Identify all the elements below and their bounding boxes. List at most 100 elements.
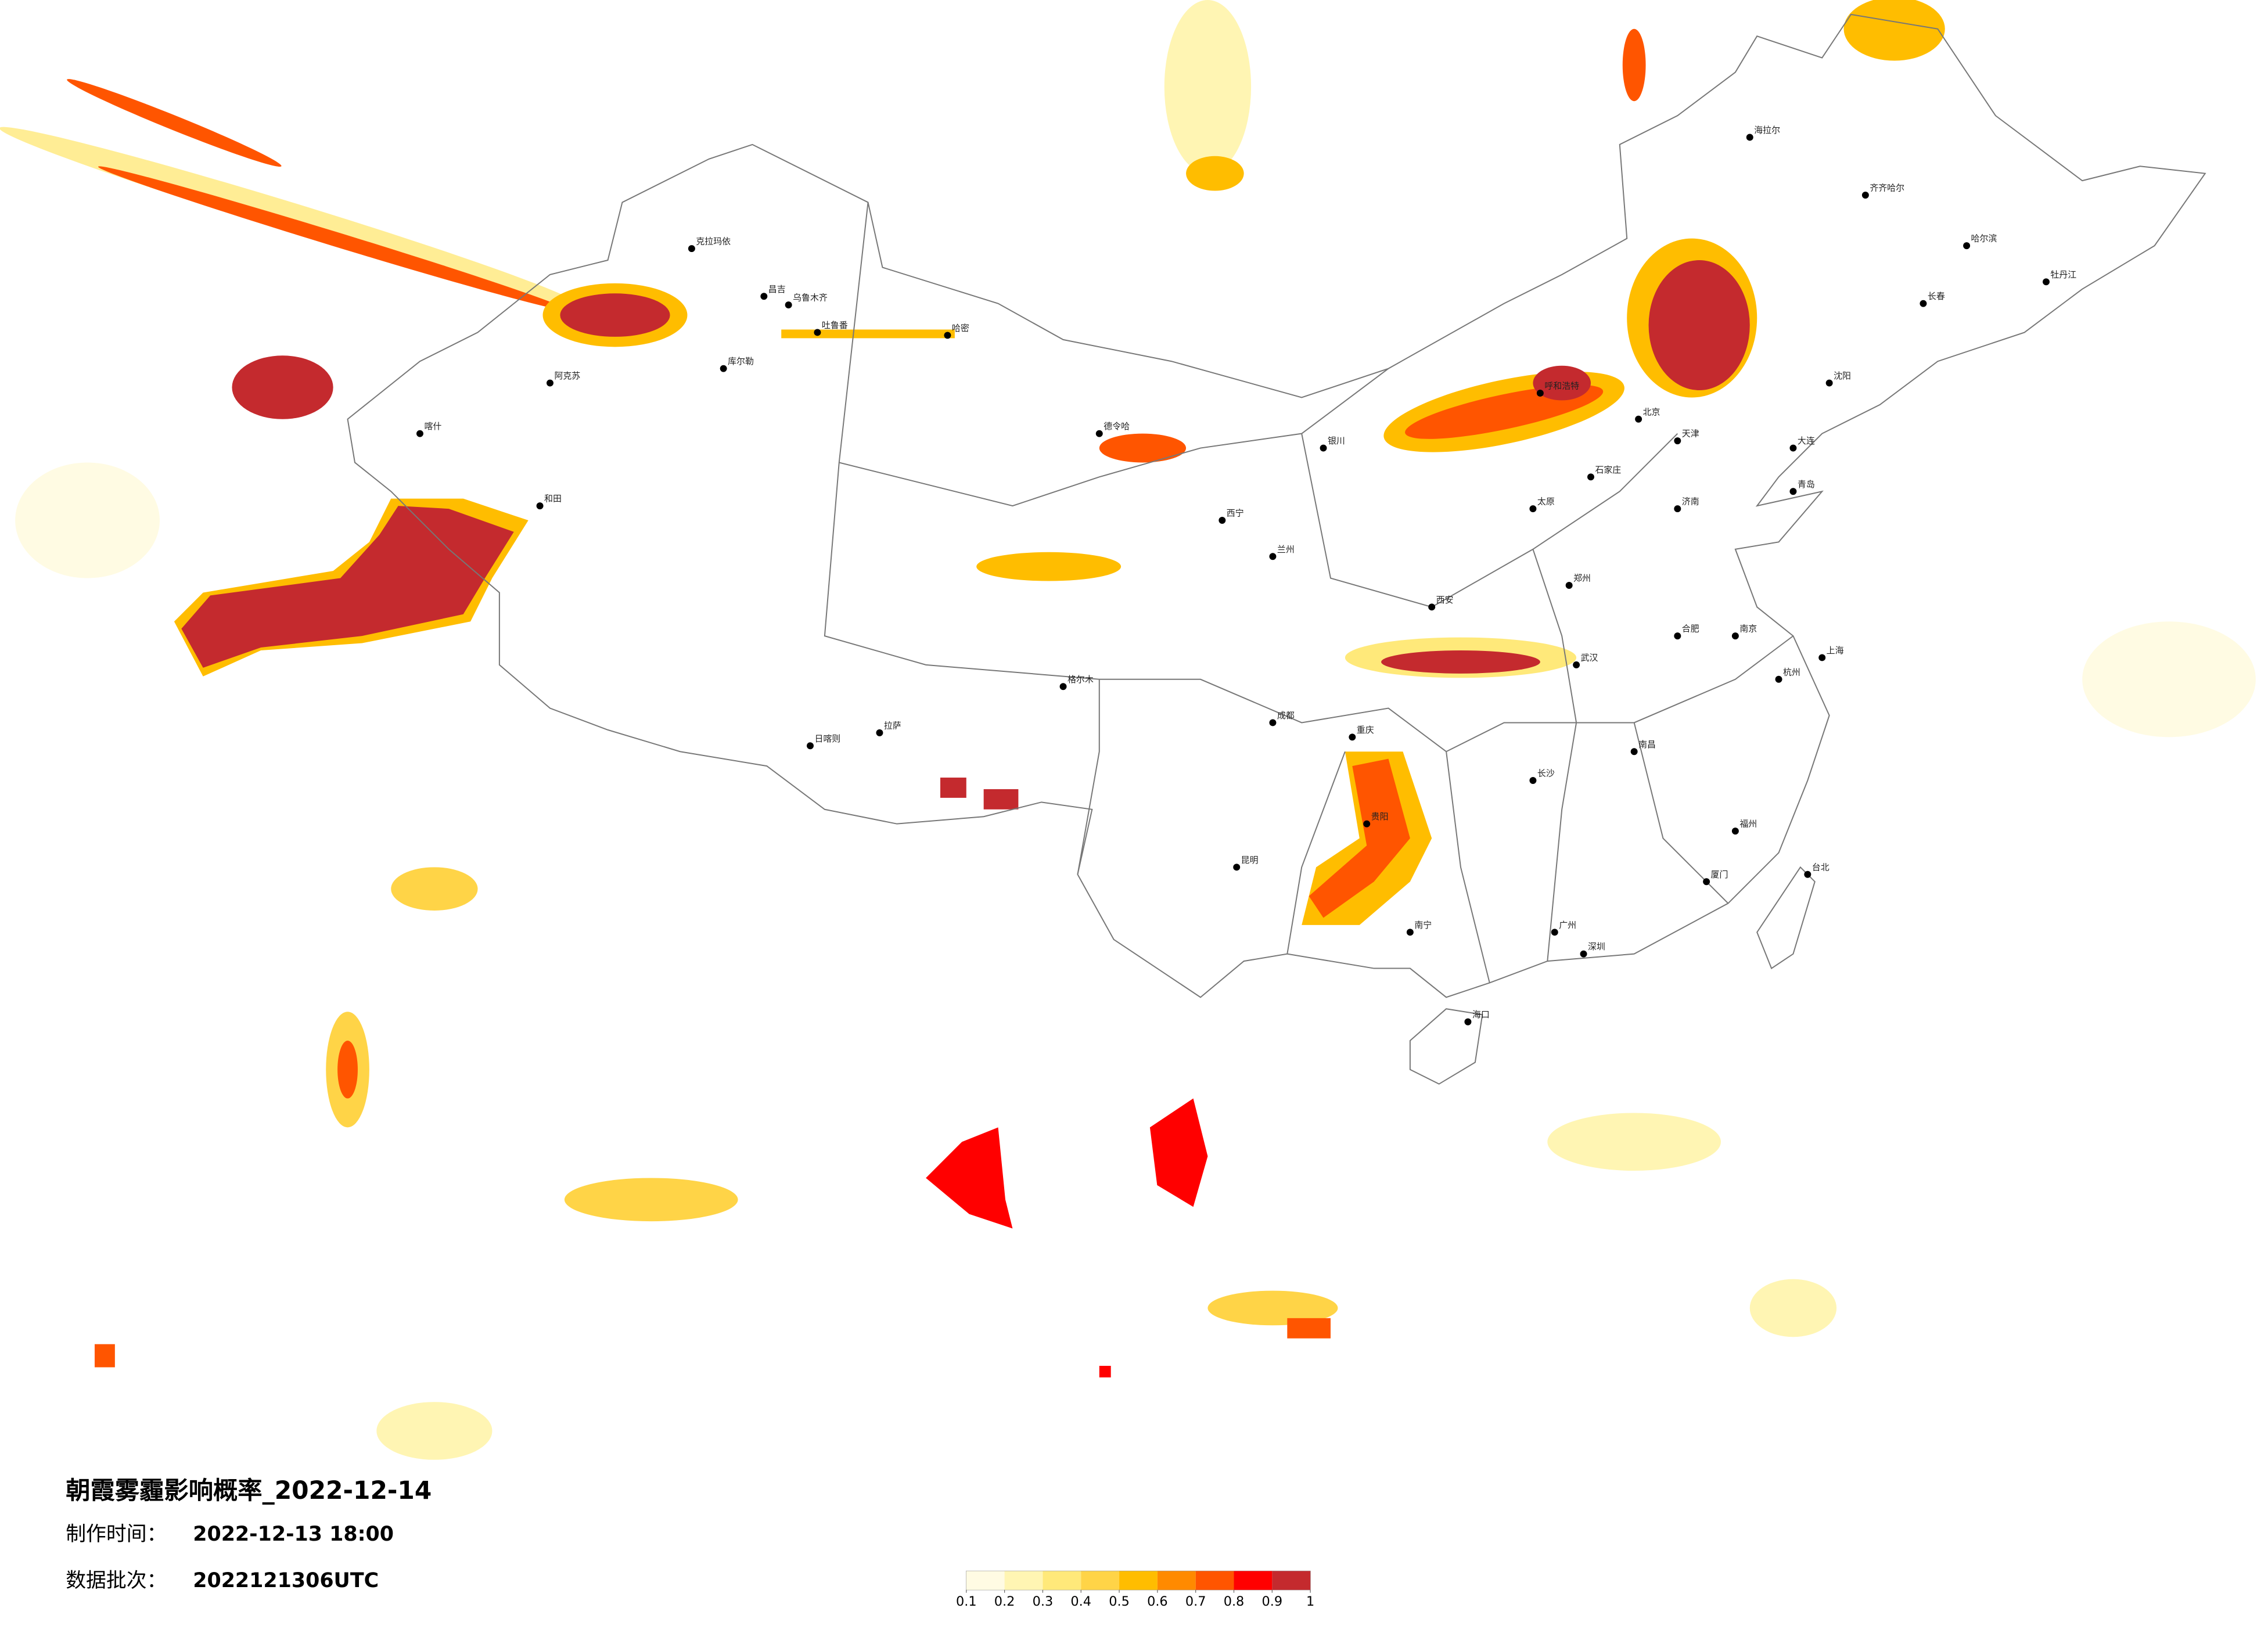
haze-area	[1164, 0, 1252, 174]
legend-swatch	[1004, 1571, 1043, 1590]
city-label: 呼和浩特	[1544, 381, 1579, 391]
city-label: 杭州	[1783, 667, 1800, 677]
city-label: 石家庄	[1595, 465, 1621, 475]
city-label: 成都	[1277, 710, 1295, 721]
city-label: 台北	[1812, 862, 1830, 872]
city-dot	[1529, 777, 1537, 784]
city-label: 重庆	[1357, 725, 1374, 735]
city-label: 南昌	[1638, 739, 1656, 750]
haze-area	[1099, 433, 1187, 463]
city-label: 郑州	[1573, 573, 1591, 584]
haze-area	[1099, 1366, 1111, 1377]
legend-swatch	[1234, 1571, 1273, 1590]
city-label: 昆明	[1241, 855, 1259, 865]
haze-area	[781, 329, 955, 339]
city-dot	[1536, 390, 1544, 397]
city-dot	[1320, 444, 1327, 452]
city-dot	[547, 379, 553, 387]
haze-area	[67, 79, 282, 167]
city-label: 哈尔滨	[1971, 233, 1997, 244]
city-label: 贵阳	[1371, 811, 1389, 822]
city-label: 武汉	[1581, 652, 1598, 663]
city-dot	[1464, 1018, 1472, 1026]
haze-area	[376, 1402, 493, 1460]
city-dot	[814, 329, 821, 336]
map-title: 朝霞雾霾影响概率_2022-12-14	[66, 1476, 432, 1505]
city-label: 兰州	[1277, 544, 1295, 555]
province-border	[824, 202, 1794, 983]
city-dot	[1428, 603, 1436, 611]
city-label: 格尔木	[1067, 674, 1094, 685]
city-dot	[1573, 661, 1580, 668]
time-label: 制作时间：	[66, 1523, 167, 1546]
city-label: 库尔勒	[728, 356, 754, 366]
city-label: 昌吉	[768, 284, 786, 294]
city-label: 拉萨	[884, 720, 901, 731]
city-dot	[2043, 278, 2050, 286]
city-label: 深圳	[1588, 941, 1605, 952]
city-dot	[1825, 379, 1833, 387]
city-label: 哈密	[952, 323, 969, 333]
legend-swatch	[966, 1571, 1005, 1590]
haze-area	[1749, 1279, 1837, 1337]
city-dot	[720, 365, 727, 372]
haze-area	[1287, 1318, 1331, 1339]
city-dot	[688, 245, 695, 253]
city-dot	[785, 301, 792, 309]
haze-area	[232, 355, 333, 419]
city-label: 太原	[1537, 497, 1555, 507]
city-dot	[1775, 675, 1782, 683]
city-label: 阿克苏	[554, 370, 580, 381]
legend-swatch	[1272, 1571, 1311, 1590]
city-label: 广州	[1559, 920, 1576, 930]
city-dot	[1731, 828, 1739, 835]
legend-swatch	[1081, 1571, 1120, 1590]
legend-tick-label: 0.4	[1070, 1594, 1091, 1609]
city-label: 合肥	[1682, 624, 1699, 634]
city-dot	[1580, 950, 1587, 958]
city-label: 和田	[544, 494, 562, 504]
city-dot	[1963, 242, 1971, 250]
haze-layer	[0, 0, 2256, 1460]
city-dot	[1269, 719, 1277, 726]
haze-area	[983, 789, 1019, 810]
city-label: 上海	[1827, 645, 1844, 656]
city-label: 齐齐哈尔	[1870, 183, 1904, 193]
city-dot	[1920, 300, 1927, 307]
city-label: 沈阳	[1834, 370, 1851, 381]
city-dot	[416, 430, 423, 437]
city-label: 德令哈	[1104, 421, 1130, 431]
city-dot	[1630, 748, 1638, 756]
legend-swatch	[1157, 1571, 1196, 1590]
city-dot	[1746, 134, 1753, 141]
city-dot	[1703, 878, 1710, 886]
haze-area	[337, 1041, 358, 1099]
city-dot	[1363, 820, 1371, 828]
city-dot	[1233, 864, 1241, 871]
legend: 0.1 0.2 0.3 0.4 0.5 0.6 0.7 0.8 0.9 1	[956, 1570, 1314, 1609]
haze-area	[940, 778, 966, 798]
haze-area	[1186, 156, 1244, 191]
city-label: 福州	[1739, 819, 1757, 829]
city-dot	[1059, 683, 1067, 690]
city-dot	[1269, 553, 1277, 560]
haze-area	[1843, 0, 1945, 61]
haze-area	[1547, 1113, 1721, 1171]
haze-area	[94, 1344, 115, 1368]
haze-area	[1207, 1290, 1338, 1326]
city-dot	[1551, 929, 1558, 936]
city-dot	[1818, 654, 1826, 661]
haze-area	[98, 166, 569, 311]
city-dot	[1587, 473, 1594, 481]
city-dot	[1674, 437, 1681, 445]
haze-area	[15, 462, 160, 578]
legend-tick-label: 0.8	[1224, 1594, 1245, 1609]
legend-tick-label: 0.5	[1109, 1594, 1130, 1609]
city-dot	[1219, 517, 1226, 524]
haze-area	[1309, 758, 1410, 918]
legend-tick-label: 0.9	[1262, 1594, 1283, 1609]
legend-swatch	[1195, 1571, 1234, 1590]
